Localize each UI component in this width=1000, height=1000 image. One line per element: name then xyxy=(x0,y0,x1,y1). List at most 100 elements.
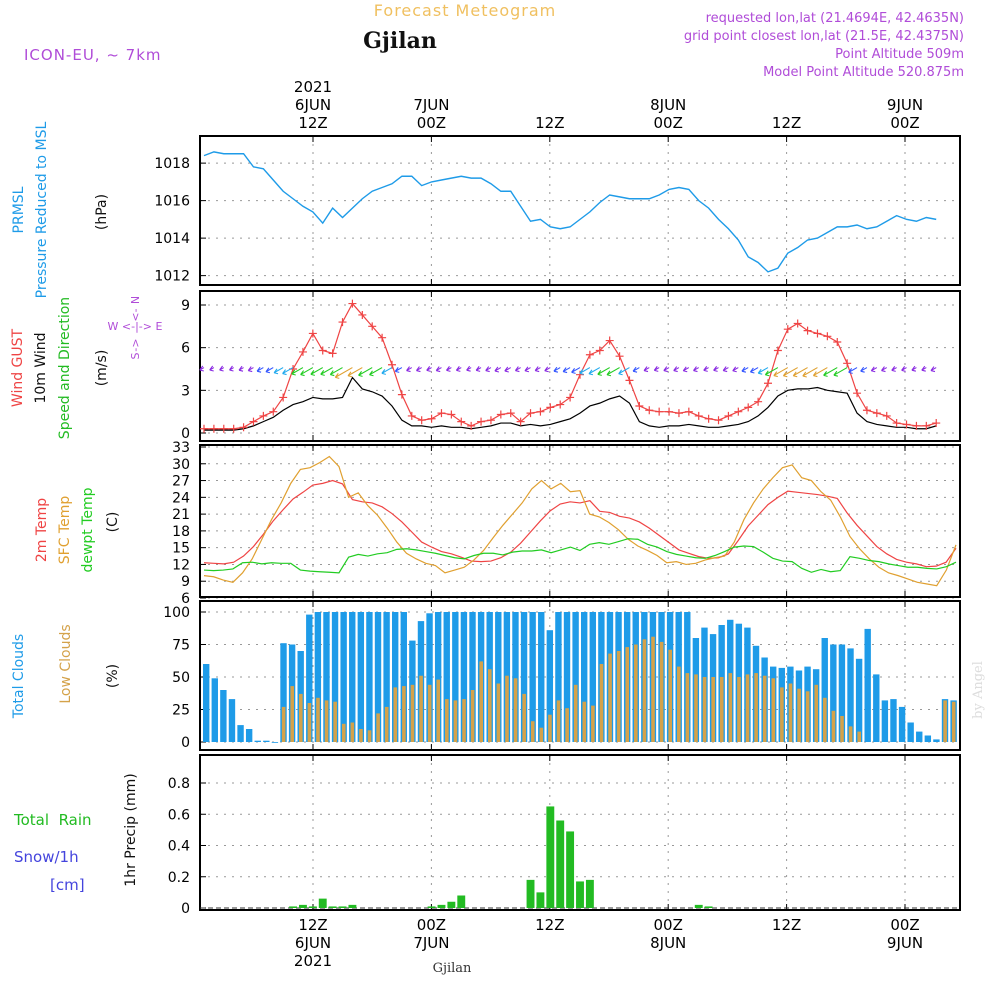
total-cloud-bar xyxy=(254,740,261,742)
bottom-time-label: 6JUN xyxy=(295,934,331,952)
temp-dew-label: dewpt Temp xyxy=(80,487,96,572)
wind-gust-point xyxy=(862,406,871,415)
bottom-time-label: 12Z xyxy=(772,916,801,934)
rain-bar xyxy=(566,831,575,908)
temperature-ytick-label: 18 xyxy=(172,524,190,540)
wind-ytick-label: 9 xyxy=(181,298,190,314)
wind-gust-point xyxy=(833,337,842,346)
prmsl-line xyxy=(203,151,937,273)
wind-direction-arrow xyxy=(291,367,304,376)
wind-direction-arrow xyxy=(247,366,254,373)
model-label: ICON-EU, ~ 7km xyxy=(24,46,162,64)
top-time-label: 00Z xyxy=(417,114,446,132)
pressure-label-msl: Pressure Reduced to MSL xyxy=(34,121,50,298)
wind-direction-arrow xyxy=(571,367,581,374)
wind-direction-arrow xyxy=(238,365,244,372)
wind-gust-point xyxy=(882,411,891,420)
wind-gust-point xyxy=(338,318,347,327)
low-cloud-bar xyxy=(702,677,707,742)
wind-gust-point xyxy=(724,411,733,420)
total-cloud-bar xyxy=(374,612,382,742)
total-cloud-bar xyxy=(589,612,596,742)
low-cloud-bar xyxy=(341,723,346,742)
low-cloud-bar xyxy=(848,726,853,742)
wind-direction-arrow xyxy=(911,365,917,372)
low-cloud-bar xyxy=(943,700,947,742)
top-time-label: 7JUN xyxy=(413,96,449,114)
wind-direction-arrow xyxy=(466,365,472,372)
low-cloud-bar xyxy=(530,721,535,742)
total-cloud-bar xyxy=(873,674,880,742)
pressure-label-prmsl: PRMSL xyxy=(11,186,27,233)
wind-gust-point xyxy=(754,397,763,406)
wind-direction-arrow xyxy=(553,366,561,373)
wind-direction-arrow xyxy=(643,366,650,373)
wind-direction-arrow xyxy=(860,366,868,373)
total-cloud-bar xyxy=(821,638,828,742)
wind-gust-point xyxy=(526,409,535,418)
requested-coords: requested lon,lat (21.4694E, 42.4635N) xyxy=(706,11,964,26)
top-time-label: 2021 xyxy=(294,78,332,96)
wind-direction-arrow xyxy=(209,365,215,372)
low-cloud-bar xyxy=(805,691,810,742)
low-cloud-bar xyxy=(410,684,415,742)
wind-gust-point xyxy=(773,346,782,355)
wind-gust-point xyxy=(358,310,367,319)
wind-direction-arrow xyxy=(446,366,452,372)
pressure-panel: 1012 1014 1016 1018 xyxy=(154,135,961,286)
rain-bar xyxy=(299,904,307,908)
total-cloud-bar xyxy=(898,706,906,742)
rain-bar xyxy=(526,879,535,908)
temp-labels: 2m Temp SFC Temp dewpt Temp (C) xyxy=(34,487,121,572)
wind-gust-point xyxy=(516,417,525,426)
wind-gust-point xyxy=(427,414,436,423)
rain-bar xyxy=(348,904,357,908)
cloud-labels: Total Clouds Low Clouds (%) xyxy=(11,624,121,719)
wind-labels: Wind GUST 10m Wind Speed and Direction (… xyxy=(10,296,162,439)
wind-panel: 0 3 6 9 xyxy=(181,290,961,442)
wind-direction-arrow xyxy=(921,365,927,372)
total-cloud-bar xyxy=(349,612,356,742)
low-cloud-bar xyxy=(419,675,423,742)
total-cloud-bar xyxy=(400,612,407,742)
total-cloud-bar xyxy=(512,612,519,742)
rain-label: Total Rain xyxy=(13,811,92,829)
wind-gust-point xyxy=(764,379,772,388)
clouds-ytick-label: 75 xyxy=(172,638,190,654)
wind-gust-point xyxy=(783,325,792,334)
precip-labels: Total Rain Snow/1h [cm] 1hr Precip (mm) xyxy=(13,773,139,894)
temperature-ytick-label: 6 xyxy=(181,591,190,607)
temperature-ytick-label: 9 xyxy=(181,574,190,590)
wind-direction-arrow xyxy=(881,366,888,373)
temp-sfc-line xyxy=(203,455,957,587)
wind-gust-point xyxy=(219,424,228,433)
wind-gust-point xyxy=(744,403,753,412)
temperature-ytick-label: 24 xyxy=(172,490,190,506)
bottom-time-label: 7JUN xyxy=(413,934,449,952)
low-cloud-bar xyxy=(771,678,776,742)
low-cloud-bar xyxy=(737,677,741,742)
clouds-panel: 0 25 50 75 100 xyxy=(163,600,961,751)
temp-2m-label: 2m Temp xyxy=(34,498,50,562)
wind-direction-arrow xyxy=(588,367,601,376)
total-cloud-bar xyxy=(529,612,536,742)
wind-direction-arrow xyxy=(426,366,432,372)
wind-gust-point xyxy=(477,417,486,426)
wind-dir-label: Speed and Direction xyxy=(57,297,73,439)
location-title: Gjilan xyxy=(363,28,437,54)
low-cloud-bar xyxy=(642,639,647,742)
precip-frame xyxy=(199,754,961,911)
total-cloud-bar xyxy=(452,612,459,742)
wind-gust-point xyxy=(328,349,337,358)
top-time-label: 8JUN xyxy=(650,96,686,114)
total-clouds-label: Total Clouds xyxy=(11,634,27,719)
wind-gust-point xyxy=(793,319,802,328)
total-cloud-bar xyxy=(864,628,871,742)
temperature-ytick-label: 21 xyxy=(172,507,190,523)
precip-ytick-label: 0.8 xyxy=(168,776,190,792)
total-cloud-bar xyxy=(572,612,579,742)
top-time-label: 12Z xyxy=(535,114,564,132)
wind-direction-arrow xyxy=(632,366,640,373)
wind-direction-arrow xyxy=(741,366,749,373)
